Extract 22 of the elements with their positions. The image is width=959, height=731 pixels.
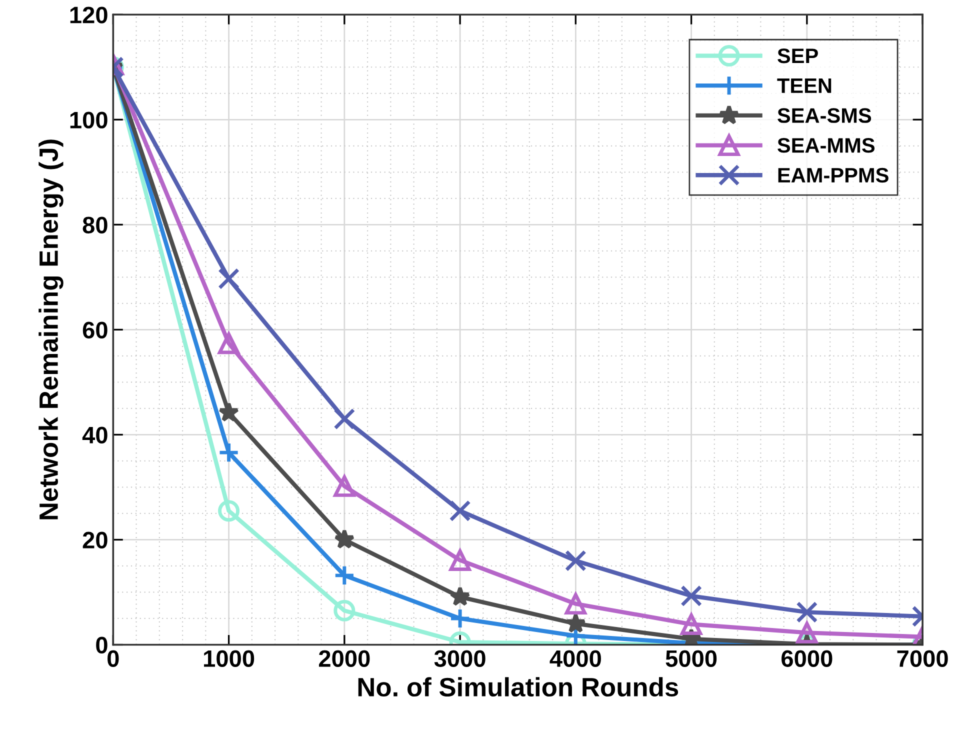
y-tick-label: 0 — [96, 636, 108, 654]
legend-label: SEA-MMS — [778, 138, 875, 153]
y-axis-title: Network Remaining Energy (J) — [38, 140, 64, 520]
y-tick-label: 100 — [70, 112, 108, 128]
legend-label: SEA-SMS — [778, 108, 872, 123]
y-tick-label: 120 — [70, 6, 108, 24]
legend-label: TEEN — [777, 78, 832, 93]
x-tick-label: 3000 — [434, 650, 486, 667]
x-tick-label: 6000 — [782, 650, 832, 667]
y-tick-label: 20 — [82, 532, 108, 549]
x-tick-label: 1000 — [204, 650, 254, 667]
legend-label: SEP — [778, 48, 818, 64]
x-tick-label: 5000 — [666, 650, 717, 667]
legend-label: EAM-PPMS — [778, 168, 888, 183]
x-tick-label: 4000 — [550, 650, 601, 667]
x-axis-title: No. of Simulation Rounds — [358, 677, 678, 697]
y-tick-label: 40 — [82, 426, 108, 444]
x-tick-label: 2000 — [318, 650, 370, 667]
x-tick-label: 7000 — [897, 650, 948, 667]
y-tick-label: 80 — [82, 216, 108, 234]
y-tick-label: 60 — [82, 322, 108, 338]
x-tick-label: 0 — [108, 650, 119, 667]
